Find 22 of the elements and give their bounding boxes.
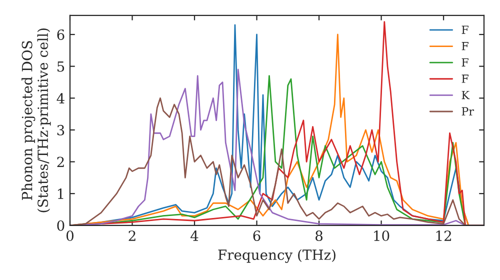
y-tick-label: 5: [57, 61, 64, 72]
y-tick-label: 3: [57, 124, 64, 136]
y-tick-label: 6: [57, 29, 64, 40]
legend-label: F: [462, 58, 468, 66]
legend-label: Pr: [462, 107, 474, 116]
y-tick-label: 2: [57, 156, 64, 168]
x-tick-label: 8: [316, 230, 323, 242]
x-tick-label: 2: [128, 230, 136, 241]
x-tick-label: 0: [66, 230, 74, 242]
legend-label: K: [462, 90, 470, 100]
legend-label: F: [462, 26, 468, 34]
y-tick-label: 1: [58, 188, 64, 199]
legend-label: F: [462, 74, 468, 83]
y-tick-label: 4: [56, 93, 64, 104]
x-axis-title: Frequency (THz): [218, 249, 336, 263]
x-tick-label: 6: [253, 230, 260, 242]
legend-label: F: [462, 42, 468, 50]
x-tick-label: 4: [190, 230, 198, 241]
y-tick-label: 0: [57, 220, 64, 231]
x-tick-label: 10: [374, 230, 390, 242]
y-axis-title: Phonon projected DOS (States/THz·primitive cell): [22, 28, 51, 212]
x-tick-label: 12: [436, 230, 452, 241]
